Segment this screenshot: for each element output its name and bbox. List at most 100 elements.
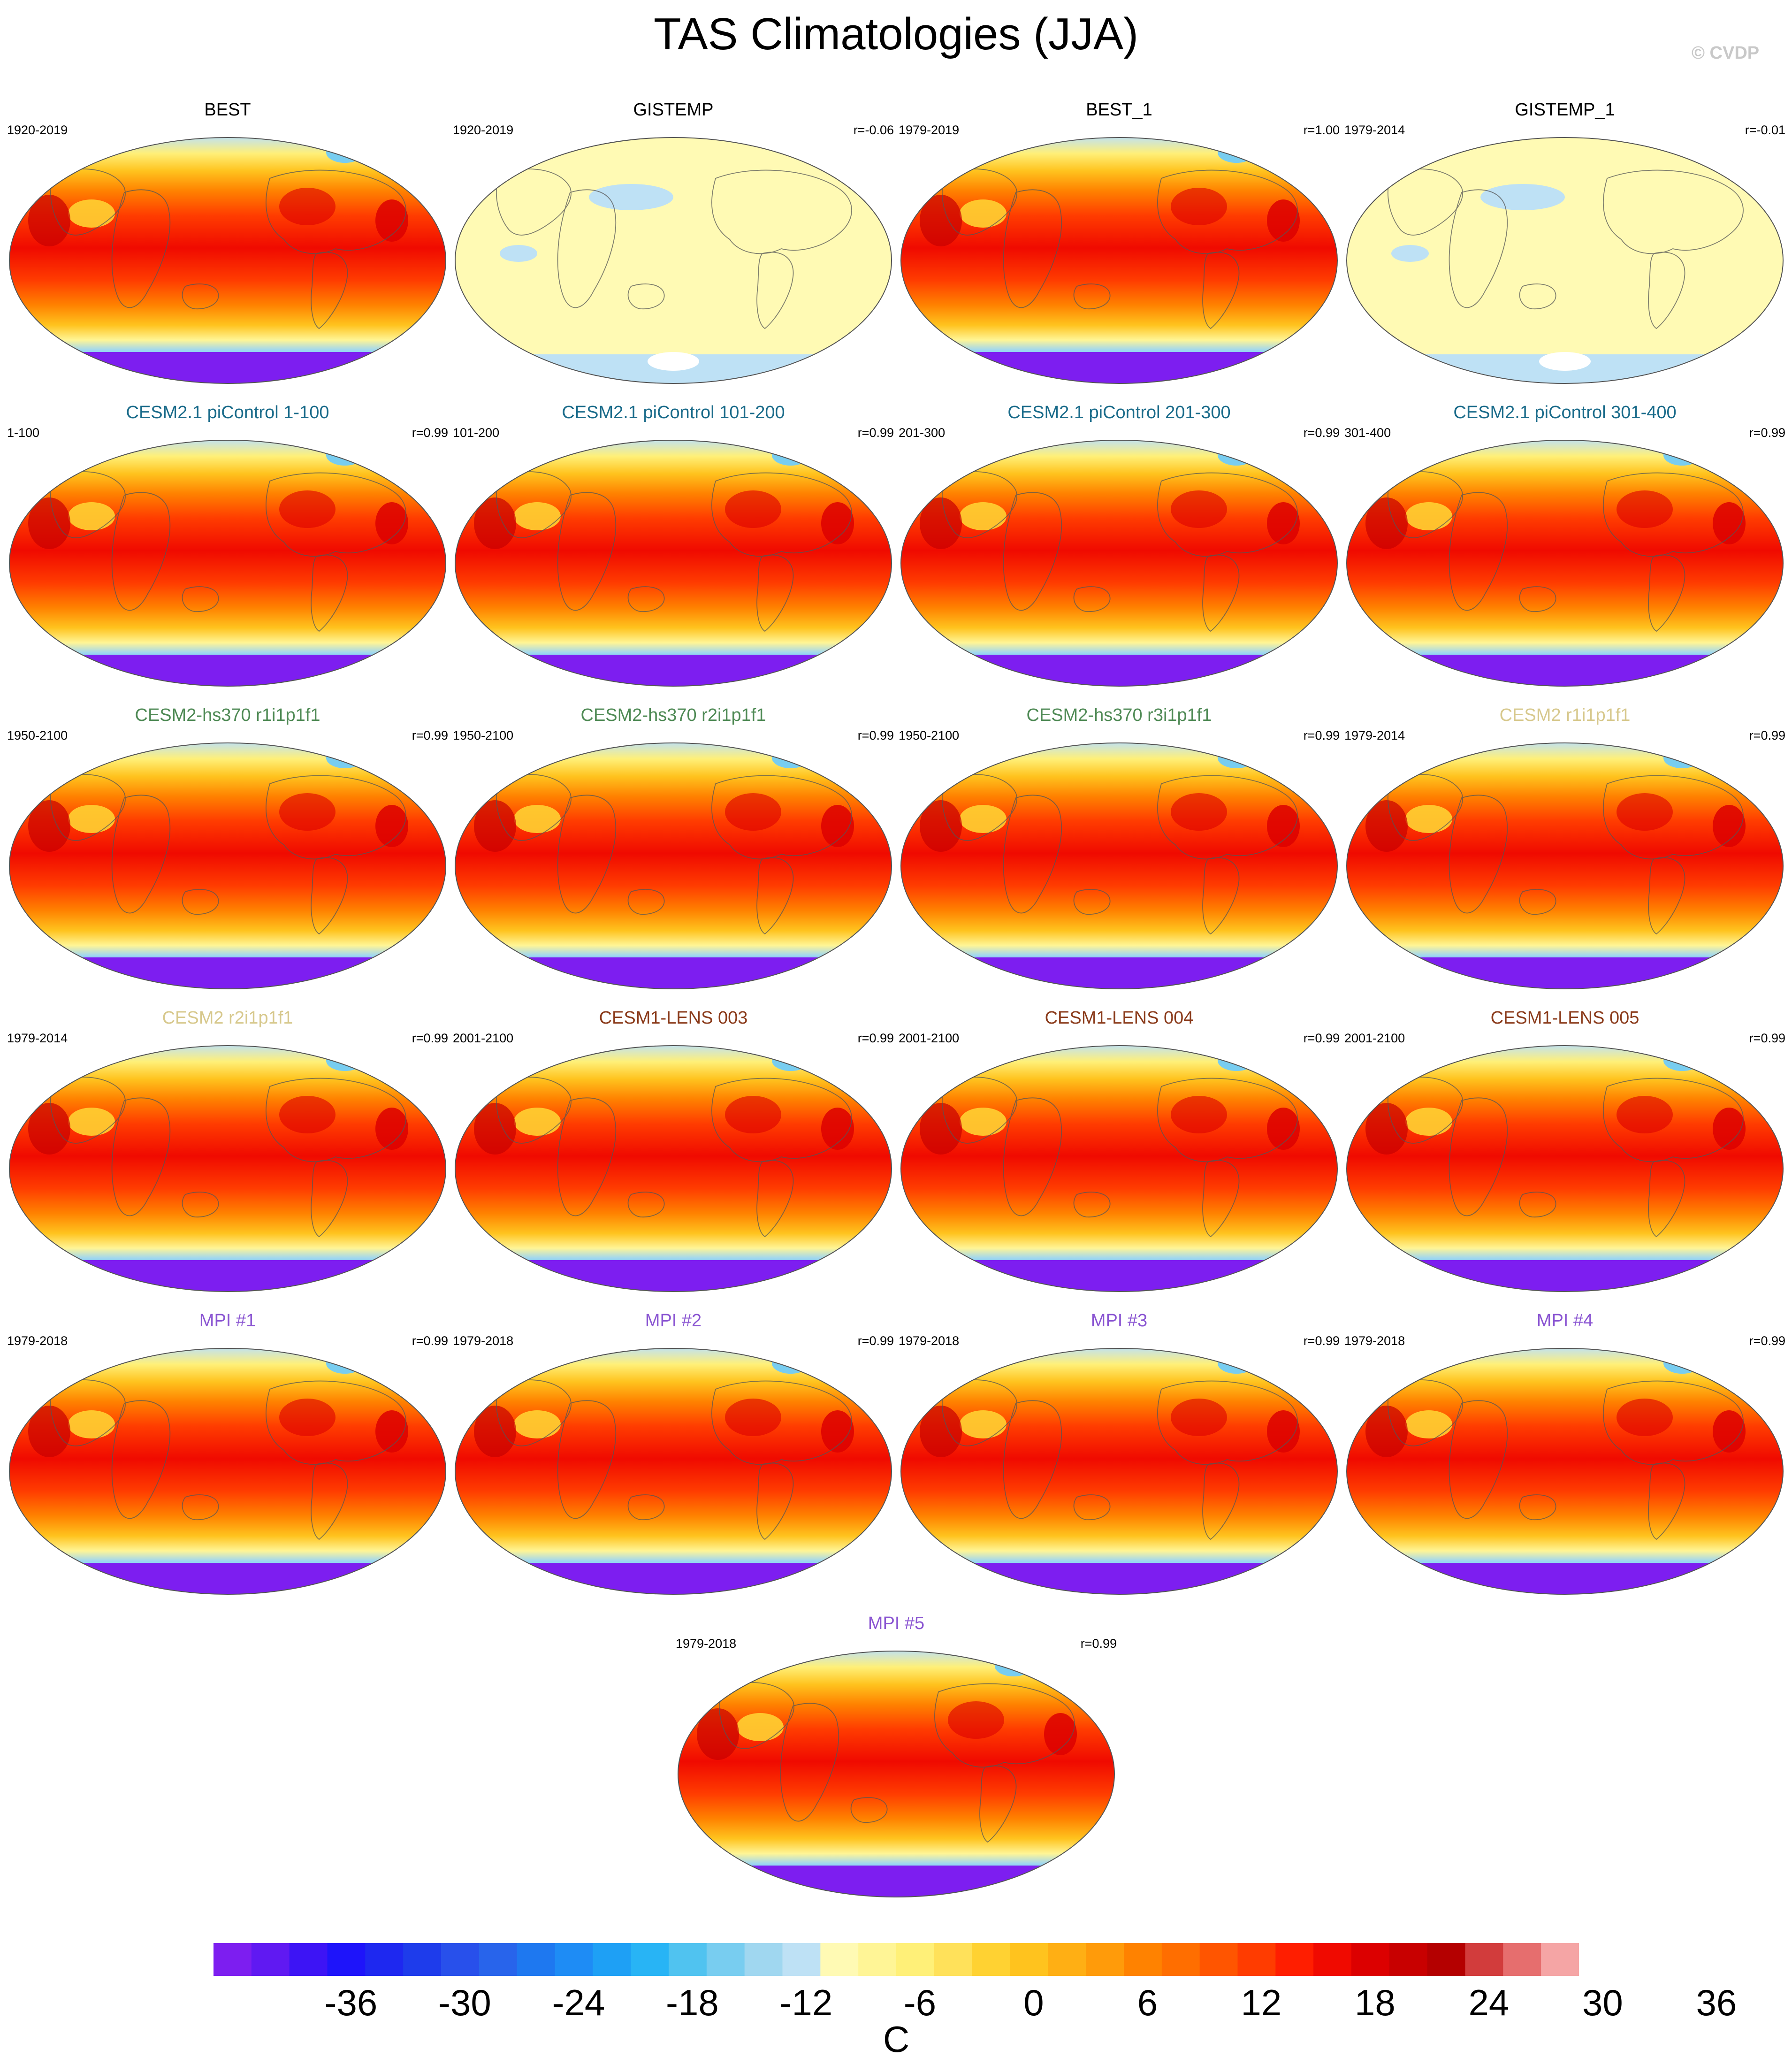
world-map [900,742,1338,989]
panel-title: CESM2.1 piControl 301-400 [1453,403,1677,422]
panel-title: GISTEMP_1 [1515,100,1615,120]
coastlines [942,471,1298,632]
colorbar-tick-label: 30 [1582,1982,1623,2023]
colorbar-swatch [934,1943,973,1976]
colorbar-swatch [517,1943,555,1976]
world-map [9,137,446,384]
colorbar-swatch [403,1943,442,1976]
map-panel: CESM2-hs370 r3i1p1f1 1950-2100 r=0.99 [899,704,1340,995]
panel-correlation: r=0.99 [1749,1031,1785,1045]
world-map [9,1348,446,1595]
coastlines [942,774,1298,935]
coastlines [50,1077,406,1238]
panel-title: BEST_1 [1086,100,1152,120]
colorbar-swatch [744,1943,783,1976]
panel-period: 1950-2100 [899,728,960,742]
panel-correlation: r=1.00 [1303,123,1340,137]
colorbar-swatch [327,1943,366,1976]
colorbar-swatch [1048,1943,1086,1976]
colorbar-swatch [631,1943,669,1976]
colorbar [214,1943,1579,1976]
coastlines [50,168,406,329]
coastlines [942,1077,1298,1238]
panel-period: 2001-2100 [899,1031,960,1045]
coastlines [719,1682,1075,1843]
panel-correlation: r=0.99 [1749,728,1785,742]
map-field [9,138,446,383]
panel-title: MPI #5 [868,1614,925,1633]
panel-correlation: r=0.99 [412,1031,448,1045]
colorbar-tick-label: 18 [1355,1982,1395,2023]
panel-title: BEST [204,100,251,120]
panel-correlation: r=0.99 [412,728,448,742]
map-panel: CESM2.1 piControl 101-200 101-200 r=0.99 [453,401,894,692]
panel-period: 101-200 [453,426,500,440]
colorbar-tick-label: -18 [666,1982,719,2023]
colorbar-swatch [1275,1943,1314,1976]
world-map [9,440,446,687]
world-map [900,1348,1338,1595]
copyright-label: © CVDP [1692,43,1760,63]
colorbar-swatch [782,1943,821,1976]
panel-period: 2001-2100 [1344,1031,1405,1045]
map-panel: CESM2-hs370 r1i1p1f1 1950-2100 r=0.99 [7,704,448,995]
colorbar-swatch [1465,1943,1503,1976]
panel-correlation: r=0.99 [412,1334,448,1348]
colorbar-swatch [1313,1943,1352,1976]
world-map [455,440,892,687]
world-map [1346,1045,1784,1292]
panel-period: 1920-2019 [7,123,68,137]
map-panel: CESM1-LENS 004 2001-2100 r=0.99 [899,1007,1340,1298]
panel-period: 1979-2019 [899,123,960,137]
colorbar-tick-label: -30 [438,1982,491,2023]
colorbar-swatch [706,1943,745,1976]
map-panel: CESM2 r2i1p1f1 1979-2014 r=0.99 [7,1007,448,1298]
coastlines [942,1379,1298,1540]
panel-title: CESM2.1 piControl 101-200 [562,403,785,422]
coastlines [1388,774,1744,935]
coastlines [942,168,1298,329]
map-field [9,1348,446,1594]
panel-title: CESM2 r2i1p1f1 [162,1008,293,1028]
colorbar-tick-label: 24 [1468,1982,1510,2023]
panel-period: 201-300 [899,426,946,440]
panel-period: 1950-2100 [7,728,68,742]
figure-title: TAS Climatologies (JJA) [653,9,1139,59]
world-map [1346,137,1784,384]
panel-title: CESM1-LENS 003 [599,1008,748,1028]
colorbar-swatch [365,1943,404,1976]
colorbar-swatch [1086,1943,1124,1976]
panel-period: 1979-2014 [1344,123,1405,137]
map-panel: MPI #3 1979-2018 r=0.99 [899,1309,1340,1600]
panel-period: 1979-2018 [453,1334,514,1348]
map-panel: CESM2.1 piControl 301-400 301-400 r=0.99 [1344,401,1785,692]
panel-correlation: r=0.99 [1749,426,1785,440]
panel-title: CESM2-hs370 r2i1p1f1 [580,705,766,725]
panel-correlation: r=0.99 [412,426,448,440]
map-field [455,440,892,686]
colorbar-swatch [441,1943,480,1976]
panel-period: 1950-2100 [453,728,514,742]
colorbar-swatch [669,1943,707,1976]
colorbar-swatch [820,1943,859,1976]
panel-period: 1979-2018 [676,1637,737,1651]
colorbar-swatch [1124,1943,1162,1976]
map-panel: BEST 1920-2019 [7,99,448,390]
colorbar-swatch [1199,1943,1238,1976]
panel-period: 2001-2100 [453,1031,514,1045]
coastlines [1388,1077,1744,1238]
panel-period: 1979-2014 [1344,728,1405,742]
panel-period: 301-400 [1344,426,1391,440]
map-panel: MPI #2 1979-2018 r=0.99 [453,1309,894,1600]
map-field [455,1348,892,1594]
panel-correlation: r=0.99 [857,1031,894,1045]
panel-period: 1979-2018 [7,1334,68,1348]
colorbar-tick-label: 36 [1696,1982,1737,2023]
panel-period: 1979-2014 [7,1031,68,1045]
colorbar-swatch [289,1943,328,1976]
coastlines [1388,471,1744,632]
colorbar-tick-label: 0 [1023,1982,1044,2023]
map-panel: MPI #4 1979-2018 r=0.99 [1344,1309,1785,1600]
world-map [900,137,1338,384]
coastlines [496,1379,852,1540]
